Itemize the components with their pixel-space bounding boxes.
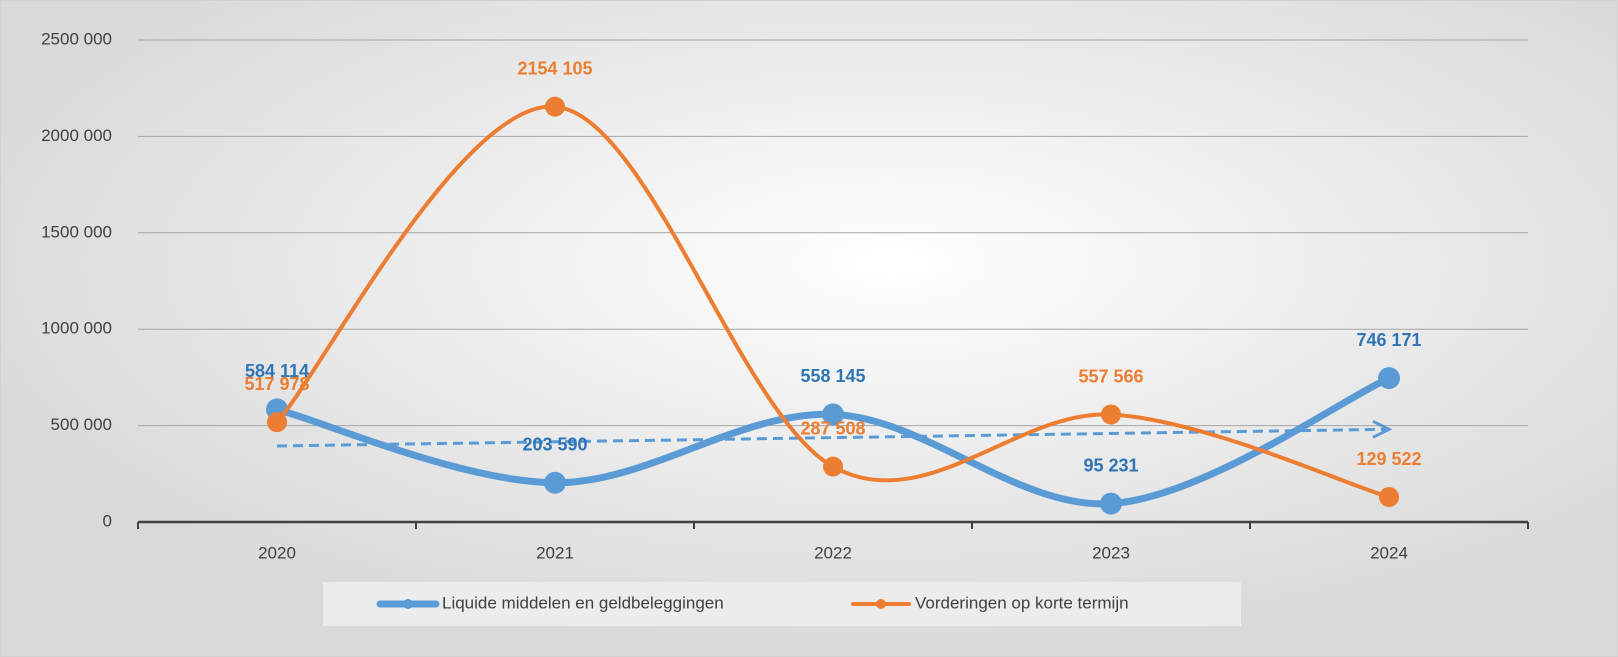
legend-marker: [876, 599, 886, 609]
trendline-arrow: [1372, 419, 1393, 439]
data-label: 584 114: [245, 361, 309, 381]
point-marker: [267, 412, 287, 433]
y-tick-label: 2000 000: [41, 126, 112, 145]
data-label: 746 171: [1356, 330, 1421, 350]
point-marker: [544, 471, 566, 494]
data-label: 558 145: [800, 366, 865, 386]
y-tick-label: 2500 000: [41, 29, 112, 48]
point-marker: [1379, 487, 1399, 508]
point-marker: [1101, 404, 1121, 425]
trendline: [276, 427, 1386, 448]
point-marker: [1378, 367, 1400, 390]
x-tick-label: 2023: [1092, 543, 1130, 562]
data-label: 517 978: [244, 374, 309, 394]
x-tick-label: 2024: [1370, 543, 1408, 562]
legend-box: [323, 582, 1241, 626]
y-tick-label: 0: [103, 511, 112, 530]
legend-label: Liquide middelen en geldbeleggingen: [442, 593, 724, 612]
data-label: 95 231: [1083, 455, 1138, 475]
plot: [266, 96, 1400, 515]
y-tick-label: 1000 000: [41, 319, 112, 338]
point-marker: [823, 456, 843, 477]
data-label: 203 590: [522, 434, 587, 454]
x-tick-label: 2020: [258, 543, 296, 562]
point-marker: [545, 96, 565, 117]
data-label: 557 566: [1078, 366, 1143, 386]
y-tick-label: 500 000: [51, 415, 112, 434]
point-marker: [1100, 492, 1122, 515]
y-tick-label: 1500 000: [41, 222, 112, 241]
x-tick-label: 2021: [536, 543, 574, 562]
x-tick-label: 2022: [814, 543, 852, 562]
data-label: 2154 105: [517, 58, 592, 78]
grid: [137, 39, 1529, 529]
legend-label: Vorderingen op korte termijn: [915, 593, 1129, 612]
data-label: 287 508: [800, 418, 865, 438]
data-label: 129 522: [1356, 449, 1421, 469]
legend-marker: [403, 599, 413, 609]
series-line: [275, 104, 1391, 500]
point-marker: [822, 403, 844, 426]
